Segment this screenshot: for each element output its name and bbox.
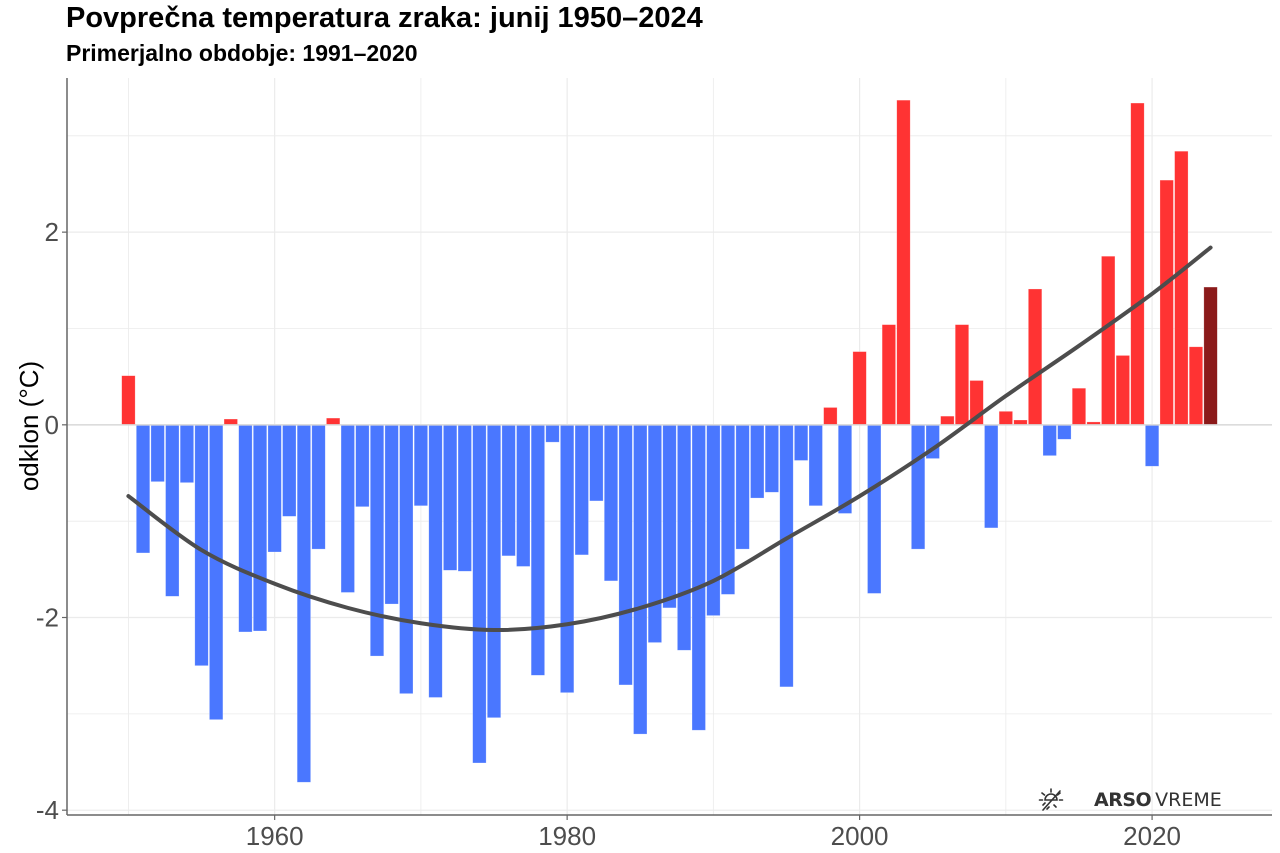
trend-line <box>126 245 1213 633</box>
bar-2022 <box>1174 150 1189 426</box>
bar-2015 <box>1071 387 1086 426</box>
bar-1977 <box>516 424 531 567</box>
bar-1990 <box>706 424 721 616</box>
bar-2002 <box>881 324 896 426</box>
bar-1974 <box>472 424 487 764</box>
bar-1958 <box>238 424 253 633</box>
bar-1978 <box>530 424 545 676</box>
bar-1963 <box>311 424 326 550</box>
bar-2014 <box>1057 424 1072 440</box>
bar-1987 <box>662 424 677 609</box>
bar-1984 <box>618 424 633 686</box>
bar-1993 <box>750 424 765 499</box>
y-axis-ticks: -4 -2 0 2 <box>36 217 67 825</box>
bar-2009 <box>984 424 999 529</box>
bar-2021 <box>1159 179 1174 426</box>
bar-1952 <box>150 424 165 482</box>
bar-1996 <box>794 424 809 461</box>
bars <box>121 99 1218 783</box>
bar-1989 <box>691 424 706 731</box>
x-tick-label: 2000 <box>831 821 889 851</box>
bar-1971 <box>428 424 443 698</box>
bar-2012 <box>1028 288 1043 426</box>
bar-2023 <box>1188 346 1203 426</box>
chart-subtitle: Primerjalno obdobje: 1991–2020 <box>66 40 418 66</box>
bar-1985 <box>633 424 648 735</box>
bar-2004 <box>911 424 926 550</box>
bar-2001 <box>867 424 882 594</box>
bar-1954 <box>179 424 194 483</box>
bar-1992 <box>735 424 750 550</box>
bar-1980 <box>560 424 575 693</box>
bar-1982 <box>589 424 604 502</box>
bar-1981 <box>574 424 589 556</box>
bar-1959 <box>253 424 268 632</box>
x-tick-label: 2020 <box>1123 821 1181 851</box>
y-tick-label: -4 <box>36 795 59 825</box>
y-axis-title: odklon (°C) <box>14 361 44 491</box>
bar-1970 <box>413 424 428 507</box>
bar-1979 <box>545 424 560 443</box>
bar-1975 <box>486 424 502 718</box>
bar-1976 <box>501 424 516 557</box>
bar-2007 <box>954 324 970 426</box>
bar-1973 <box>457 424 472 572</box>
bar-2024 <box>1203 286 1218 426</box>
bar-1997 <box>808 424 823 507</box>
logo-text-vreme: VREME <box>1155 789 1222 811</box>
chart-title: Povprečna temperatura zraka: junij 1950–… <box>66 2 703 34</box>
bar-1986 <box>647 424 662 643</box>
bar-1972 <box>443 424 458 571</box>
bar-1960 <box>267 424 282 553</box>
y-tick-label: 2 <box>45 217 59 247</box>
bar-1950 <box>121 375 136 426</box>
axes <box>66 78 1272 816</box>
bar-1957 <box>223 418 238 426</box>
sun-icon <box>1038 788 1064 811</box>
bar-1951 <box>136 424 151 554</box>
bar-2020 <box>1145 424 1160 467</box>
bar-1994 <box>764 424 779 493</box>
bar-1956 <box>209 424 224 720</box>
bar-1965 <box>340 424 355 593</box>
bar-1998 <box>823 407 838 426</box>
bar-1995 <box>779 424 794 688</box>
bar-2010 <box>998 411 1013 426</box>
bar-1966 <box>355 424 370 508</box>
bar-1983 <box>603 424 619 582</box>
bar-2003 <box>896 99 911 426</box>
bar-2006 <box>940 415 955 426</box>
bar-2017 <box>1101 255 1116 426</box>
bar-1969 <box>399 424 414 694</box>
bar-1953 <box>165 424 180 597</box>
bar-1964 <box>326 417 341 426</box>
arso-vreme-logo: ARSO VREME <box>1038 786 1222 814</box>
logo-text-arso: ARSO <box>1094 789 1152 811</box>
bar-1961 <box>282 424 297 517</box>
bar-1988 <box>677 424 692 651</box>
bar-2019 <box>1130 102 1145 426</box>
y-tick-label: 0 <box>45 410 59 440</box>
x-axis-ticks: 1960 1980 2000 2020 <box>246 815 1181 851</box>
bar-1967 <box>369 424 385 657</box>
x-tick-label: 1960 <box>246 821 304 851</box>
bar-2000 <box>852 351 867 426</box>
bar-1968 <box>384 424 399 605</box>
bar-2018 <box>1115 355 1130 426</box>
x-tick-label: 1980 <box>538 821 596 851</box>
y-tick-label: -2 <box>36 603 59 633</box>
bar-2013 <box>1042 424 1057 456</box>
bar-1962 <box>296 424 311 783</box>
